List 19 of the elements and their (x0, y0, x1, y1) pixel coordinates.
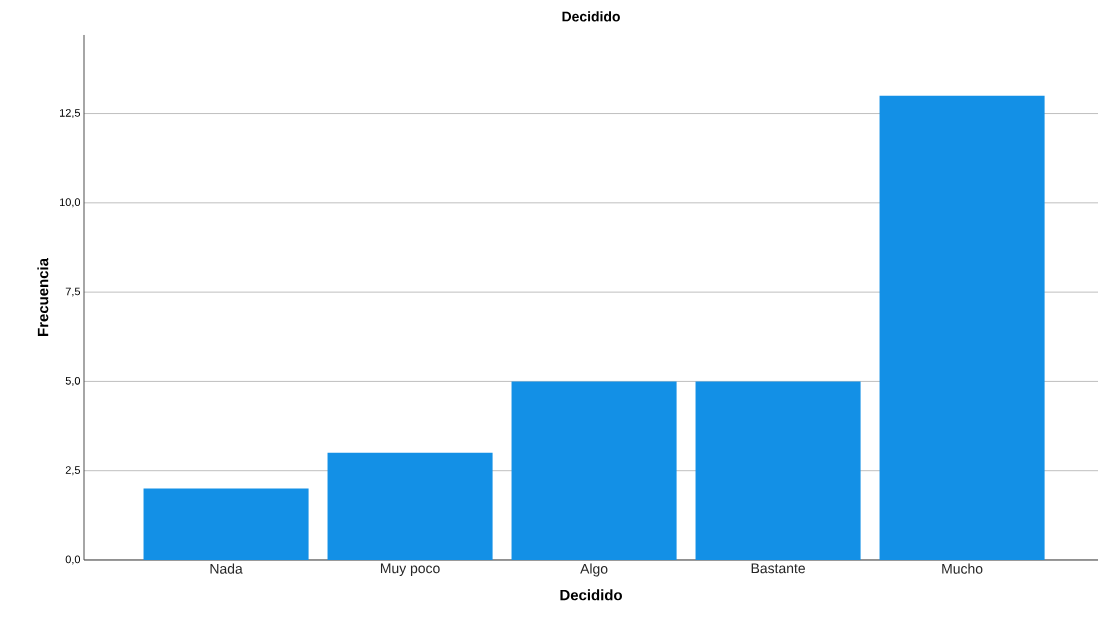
bar (327, 452, 493, 560)
x-tick-label: Algo (580, 563, 608, 577)
y-axis-title: Frecuencia (37, 257, 49, 336)
x-tick-label: Nada (210, 563, 243, 574)
chart-title: Decidido (562, 11, 620, 22)
y-tick-label: 10,0 (59, 198, 81, 208)
bar (143, 488, 309, 560)
bar (511, 381, 677, 560)
y-tick-label: 12,5 (59, 109, 81, 119)
x-tick-label: Bastante (751, 563, 805, 574)
bar (695, 381, 861, 560)
y-tick-label: 2,5 (65, 466, 81, 476)
y-tick-label: 7,5 (65, 287, 81, 297)
bar (879, 95, 1045, 560)
y-tick-label: 5,0 (65, 376, 81, 386)
y-tick-label: 0,0 (65, 555, 81, 565)
x-tick-label: Muy poco (380, 563, 440, 576)
x-tick-label: Mucho (942, 563, 983, 574)
x-axis-title: Decidido (560, 589, 622, 601)
